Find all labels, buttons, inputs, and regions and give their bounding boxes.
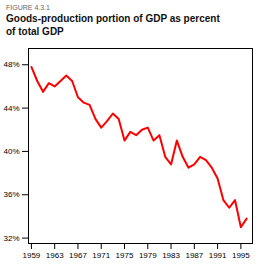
svg-text:32%: 32%: [3, 234, 19, 243]
svg-text:1979: 1979: [139, 251, 157, 260]
html-text:Goods-production portion of GD: Goods-production portion of GDP as perce…: [6, 13, 220, 37]
svg-text:1987: 1987: [185, 251, 203, 260]
svg-text:1991: 1991: [209, 251, 227, 260]
svg-text:1995: 1995: [232, 251, 250, 260]
html-text:FIGURE 4.3.1: FIGURE 4.3.1: [6, 4, 50, 11]
svg-text:44%: 44%: [3, 104, 19, 113]
svg-text:1963: 1963: [46, 251, 64, 260]
svg-text:36%: 36%: [3, 190, 19, 199]
svg-text:1971: 1971: [92, 251, 110, 260]
svg-text:48%: 48%: [3, 60, 19, 69]
svg-text:1983: 1983: [162, 251, 180, 260]
svg-text:40%: 40%: [3, 147, 19, 156]
svg-text:1975: 1975: [116, 251, 134, 260]
svg-text:1959: 1959: [23, 251, 41, 260]
svg-text:1967: 1967: [69, 251, 87, 260]
